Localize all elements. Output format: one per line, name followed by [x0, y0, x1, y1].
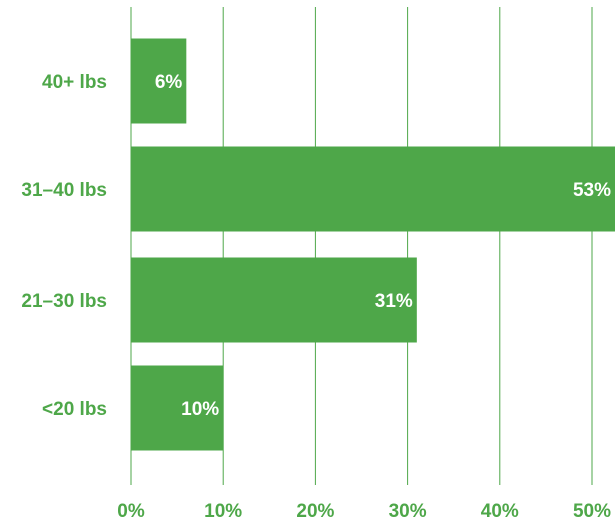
x-tick-label: 50%: [573, 501, 611, 522]
category-label: 31–40 lbs: [21, 180, 107, 201]
category-label: 21–30 lbs: [21, 291, 107, 312]
data-label: 53%: [573, 180, 611, 201]
bar: [131, 146, 615, 232]
x-tick-label: 40%: [481, 501, 519, 522]
data-label: 10%: [181, 399, 219, 420]
bar: [131, 365, 224, 451]
data-label: 6%: [155, 72, 183, 93]
x-tick-label: 20%: [296, 501, 334, 522]
bar: [131, 38, 187, 124]
category-label: 40+ lbs: [42, 72, 107, 93]
x-tick-label: 0%: [117, 501, 145, 522]
bar-layer: [131, 38, 615, 451]
bar: [131, 257, 417, 343]
data-label: 31%: [375, 291, 413, 312]
category-label: <20 lbs: [42, 399, 107, 420]
label-layer: 0% 10% 20% 30% 40% 50% 40+ lbs 6% 31–40 lbs 53% 21…: [21, 72, 611, 522]
x-tick-label: 10%: [204, 501, 242, 522]
x-tick-label: 30%: [389, 501, 427, 522]
